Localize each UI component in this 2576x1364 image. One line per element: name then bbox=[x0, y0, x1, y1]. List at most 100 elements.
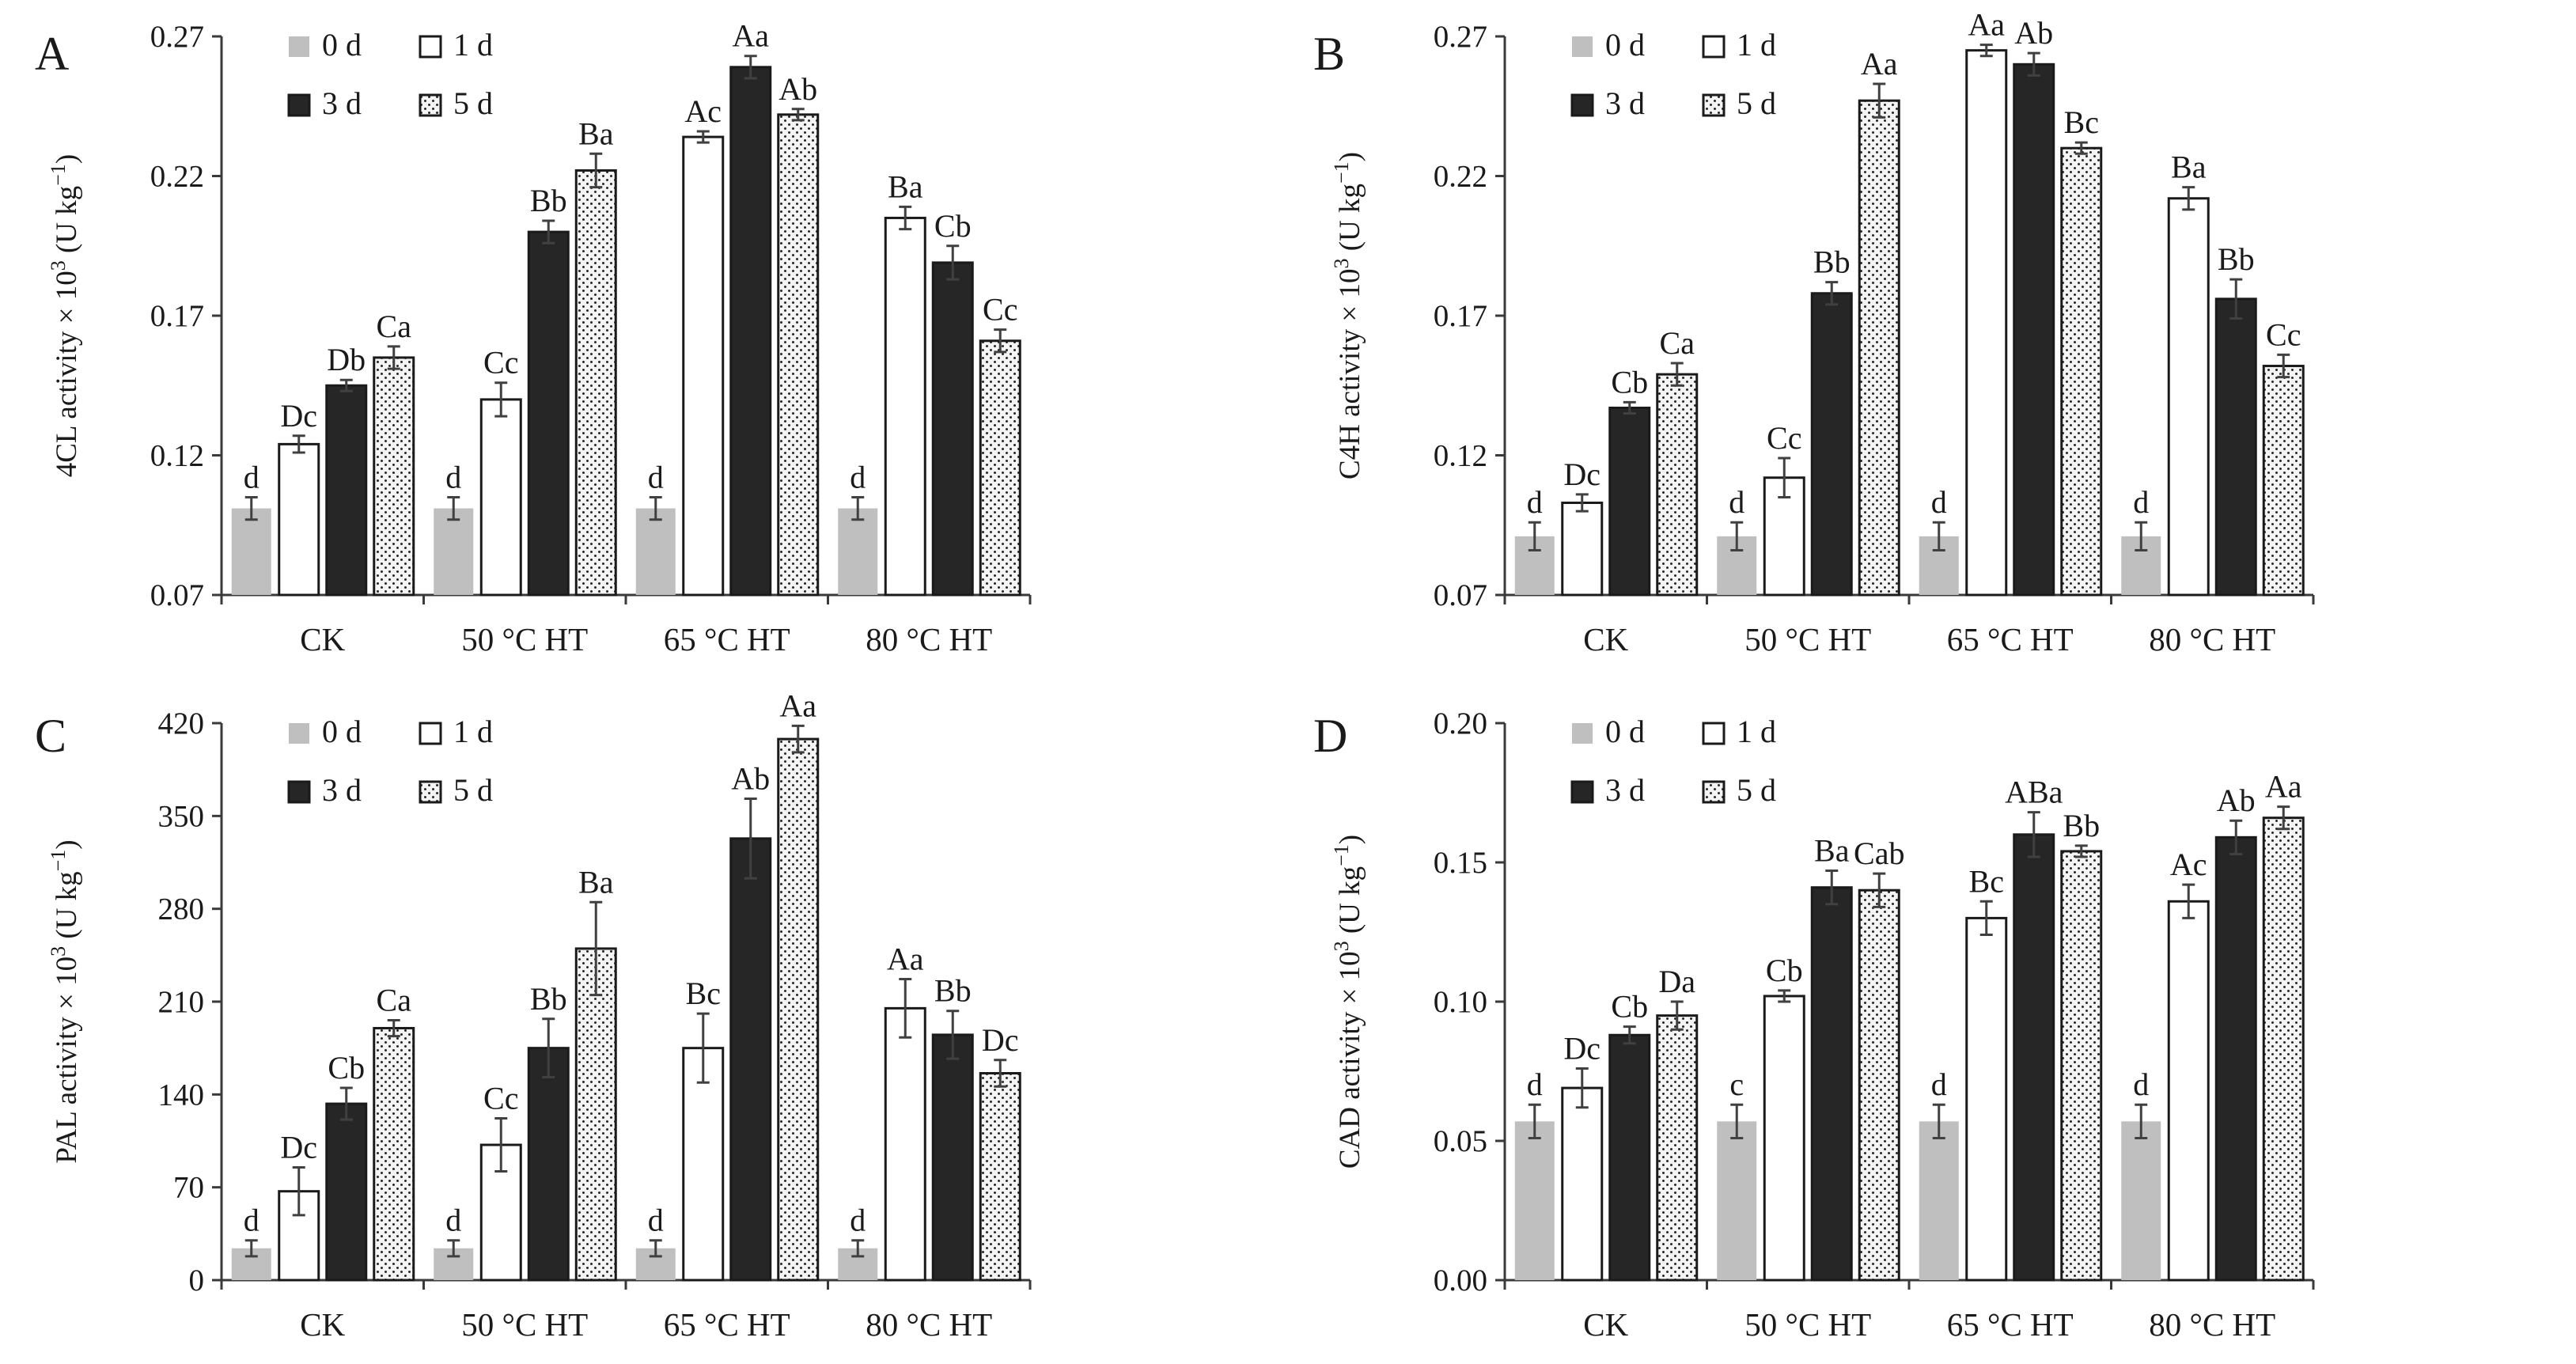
legend-label: 5 d bbox=[1737, 85, 1776, 121]
legend-swatch-0d bbox=[1572, 36, 1593, 57]
category-label: 50 °C HT bbox=[461, 621, 588, 657]
y-tick-label: 0.27 bbox=[150, 20, 204, 54]
bar-5d bbox=[777, 737, 820, 1282]
bar-3d bbox=[931, 1033, 974, 1282]
significance-label: Cb bbox=[1611, 989, 1648, 1025]
significance-label: Bb bbox=[530, 183, 567, 218]
category-label: 80 °C HT bbox=[866, 1306, 992, 1343]
significance-label: Bc bbox=[2064, 104, 2099, 140]
legend-label: 5 d bbox=[453, 85, 493, 121]
significance-label: Bc bbox=[686, 976, 721, 1011]
legend-swatch-1d bbox=[419, 35, 442, 59]
significance-label: Dc bbox=[280, 398, 317, 434]
legend-swatch-0d bbox=[289, 36, 309, 57]
category-label: 65 °C HT bbox=[1947, 1306, 2074, 1343]
error-bar bbox=[994, 328, 1007, 354]
y-tick-label: 0.22 bbox=[150, 160, 204, 194]
legend: 0 d 1 d 3 d 5 d bbox=[1570, 27, 1776, 121]
significance-label: Ba bbox=[2171, 150, 2207, 185]
significance-label: Ba bbox=[578, 116, 614, 151]
significance-label: Ac bbox=[2170, 847, 2207, 882]
error-bar bbox=[851, 1239, 865, 1258]
y-tick-label: 0.15 bbox=[1434, 846, 1487, 880]
legend-label: 5 d bbox=[1737, 772, 1776, 808]
significance-label: Ca bbox=[377, 309, 412, 344]
bar-0d bbox=[434, 508, 474, 595]
bar-1d bbox=[278, 442, 320, 597]
bar-3d bbox=[2013, 63, 2055, 597]
bar-3d bbox=[1608, 1033, 1651, 1282]
bar-1d bbox=[2167, 197, 2210, 597]
legend-label: 0 d bbox=[1605, 27, 1645, 63]
significance-label: d bbox=[850, 1203, 866, 1238]
bar-5d bbox=[373, 1027, 415, 1282]
error-bar bbox=[542, 219, 555, 244]
bar-1d bbox=[884, 1006, 926, 1282]
legend-swatch-5d bbox=[419, 93, 442, 117]
legend-label: 1 d bbox=[453, 27, 493, 63]
significance-label: d bbox=[2133, 484, 2149, 520]
legend-swatch-3d bbox=[287, 93, 311, 117]
legend-swatch-0d bbox=[289, 723, 309, 744]
error-bar bbox=[589, 900, 603, 997]
significance-label: Dc bbox=[1563, 457, 1601, 492]
error-bar bbox=[744, 798, 757, 880]
legend-label: 5 d bbox=[453, 772, 493, 808]
error-bar bbox=[1932, 1103, 1945, 1139]
bar-5d bbox=[574, 169, 617, 597]
category-label: 80 °C HT bbox=[2149, 1306, 2275, 1343]
error-bar bbox=[696, 1012, 710, 1084]
significance-label: Cb bbox=[1611, 364, 1648, 400]
legend: 0 d 1 d 3 d 5 d bbox=[287, 27, 493, 121]
category-label: 65 °C HT bbox=[664, 621, 790, 657]
bar-5d bbox=[2262, 365, 2305, 597]
bar-3d bbox=[729, 837, 772, 1282]
panel-B: B 0.07 0.12 0.17 0.22 0.27 C4H activity × 103 … bbox=[1313, 7, 2315, 657]
bar-0d bbox=[1514, 1121, 1555, 1280]
category-label: 80 °C HT bbox=[2149, 621, 2275, 657]
category-label: CK bbox=[300, 1306, 345, 1343]
significance-label: Aa bbox=[732, 18, 769, 54]
error-bar bbox=[744, 55, 757, 80]
significance-label: Ab bbox=[2217, 782, 2256, 818]
y-tick-label: 0.22 bbox=[1434, 160, 1487, 194]
significance-label: Bb bbox=[2218, 241, 2255, 277]
bar-3d bbox=[527, 230, 570, 597]
error-bar bbox=[899, 978, 912, 1039]
bar-5d bbox=[1656, 373, 1699, 597]
category-label: 65 °C HT bbox=[664, 1306, 790, 1343]
bar-1d bbox=[479, 1143, 522, 1282]
y-axis-title: C4H activity × 103 (U kg−1) bbox=[1330, 152, 1366, 479]
error-bar bbox=[339, 378, 353, 392]
category-label: CK bbox=[1583, 621, 1628, 657]
legend-label: 3 d bbox=[322, 772, 362, 808]
y-tick-label: 0.17 bbox=[150, 299, 204, 333]
bar-5d bbox=[2060, 850, 2103, 1282]
significance-label: Dc bbox=[280, 1130, 317, 1165]
significance-label: d bbox=[1931, 484, 1947, 520]
significance-label: Aa bbox=[1861, 46, 1898, 81]
bar-5d bbox=[1858, 888, 1900, 1282]
category-label: 80 °C HT bbox=[866, 621, 992, 657]
panel-D: D 0.00 0.05 0.10 0.15 0.20 CAD activity × 103 … bbox=[1313, 707, 2315, 1343]
bar-5d bbox=[1858, 99, 1900, 597]
legend-swatch-0d bbox=[1572, 723, 1593, 744]
y-tick-label: 0.12 bbox=[150, 439, 204, 473]
y-axis-title: CAD activity × 103 (U kg−1) bbox=[1330, 835, 1366, 1169]
significance-label: Da bbox=[1658, 964, 1695, 999]
legend-label: 1 d bbox=[1737, 714, 1776, 749]
error-bar bbox=[1979, 44, 1993, 58]
significance-label: d bbox=[244, 459, 259, 494]
bar-5d bbox=[979, 339, 1021, 597]
category-label: CK bbox=[300, 621, 345, 657]
significance-label: d bbox=[648, 459, 664, 494]
error-bar bbox=[994, 1059, 1007, 1088]
bar-5d bbox=[2262, 817, 2305, 1282]
y-tick-label: 70 bbox=[173, 1171, 204, 1205]
error-bar bbox=[292, 434, 305, 454]
significance-label: Dc bbox=[1563, 1030, 1601, 1066]
significance-label: Cb bbox=[328, 1050, 365, 1086]
category-label: 65 °C HT bbox=[1947, 621, 2074, 657]
bar-3d bbox=[1608, 406, 1651, 597]
